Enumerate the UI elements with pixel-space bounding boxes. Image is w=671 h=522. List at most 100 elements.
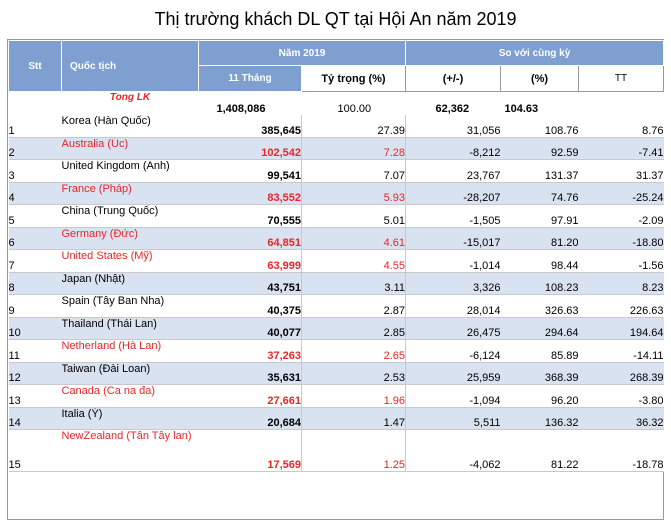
row-pct: 108.76	[500, 114, 579, 138]
row-tt: 8.23	[578, 272, 664, 295]
row-stt: 13	[8, 384, 62, 408]
row-pct: 85.89	[500, 339, 579, 363]
row-pct: 98.44	[500, 249, 579, 273]
total-diff: 62,362	[405, 91, 501, 115]
row-diff: -15,017	[405, 227, 501, 250]
row-stt: 11	[8, 339, 62, 363]
row-stt: 5	[8, 204, 62, 228]
row-months: 83,552	[198, 182, 302, 205]
total-stt	[8, 91, 62, 115]
row-share: 7.28	[301, 137, 407, 160]
row-diff: -8,212	[405, 137, 501, 160]
row-nationality: Australia (Úc)	[61, 137, 199, 160]
row-tt: -1.56	[578, 249, 664, 273]
total-tt	[578, 91, 664, 115]
header-year-group: Năm 2019	[197, 40, 407, 66]
row-months: 64,851	[198, 227, 302, 250]
row-share: 5.01	[301, 204, 407, 228]
table-row: 5 China (Trung Quốc) 70,555 5.01 -1,505 97.91…	[8, 204, 664, 228]
row-stt: 2	[8, 137, 62, 160]
row-stt: 14	[8, 407, 62, 430]
table-row: 3 United Kingdom (Anh) 99,541 7.07 23,767 131…	[8, 159, 664, 183]
row-share: 1.47	[301, 407, 407, 430]
row-pct: 368.39	[500, 362, 579, 385]
row-months: 17,569	[198, 429, 302, 472]
row-nationality: United States (Mỹ)	[61, 249, 199, 273]
row-months: 37,263	[198, 339, 302, 363]
row-stt: 1	[8, 114, 62, 138]
row-pct: 294.64	[500, 317, 579, 340]
row-diff: 26,475	[405, 317, 501, 340]
table-row: 1 Korea (Hàn Quốc) 385,645 27.39 31,056 108.7…	[8, 114, 664, 138]
header-share: Tỷ trọng (%)	[300, 65, 407, 92]
row-tt: -25.24	[578, 182, 664, 205]
row-stt: 6	[8, 227, 62, 250]
table-row: 10 Thailand (Thái Lan) 40,077 2.85 26,475 294…	[8, 317, 664, 340]
total-pct: 104.63	[500, 91, 579, 115]
row-tt: -3.80	[578, 384, 664, 408]
row-pct: 97.91	[500, 204, 579, 228]
row-nationality: United Kingdom (Anh)	[61, 159, 199, 183]
row-diff: 28,014	[405, 294, 501, 318]
table-row: 4 France (Pháp) 83,552 5.93 -28,207 74.76 -25.…	[8, 182, 664, 205]
row-share: 1.96	[301, 384, 407, 408]
row-share: 2.53	[301, 362, 407, 385]
row-stt: 7	[8, 249, 62, 273]
row-diff: -6,124	[405, 339, 501, 363]
row-tt: -18.80	[578, 227, 664, 250]
row-months: 40,077	[198, 317, 302, 340]
header-diff: (+/-)	[405, 65, 502, 92]
row-diff: -1,014	[405, 249, 501, 273]
row-share: 2.87	[301, 294, 407, 318]
row-pct: 81.20	[500, 227, 579, 250]
row-tt: -14.11	[578, 339, 664, 363]
row-tt: -7.41	[578, 137, 664, 160]
row-nationality: France (Pháp)	[61, 182, 199, 205]
row-tt: 36.32	[578, 407, 664, 430]
table-row: 14 Italia (Ý) 20,684 1.47 5,511 136.32 36.32	[8, 407, 664, 430]
row-pct: 81.22	[500, 429, 579, 472]
table-row: 12 Taiwan (Đài Loan) 35,631 2.53 25,959 368.3…	[8, 362, 664, 385]
row-nationality: Spain (Tây Ban Nha)	[61, 294, 199, 318]
row-nationality: Korea (Hàn Quốc)	[61, 114, 199, 138]
row-months: 35,631	[198, 362, 302, 385]
total-row: Tong LK 1,408,086 100.00 62,362 104.63	[8, 91, 664, 115]
table-row: 13 Canada (Ca na đa) 27,661 1.96 -1,094 96.20…	[8, 384, 664, 408]
row-nationality: Canada (Ca na đa)	[61, 384, 199, 408]
row-months: 27,661	[198, 384, 302, 408]
row-diff: -28,207	[405, 182, 501, 205]
row-diff: -1,505	[405, 204, 501, 228]
row-share: 4.61	[301, 227, 407, 250]
row-tt: 268.39	[578, 362, 664, 385]
row-nationality: Netherland (Hà Lan)	[61, 339, 199, 363]
table-row: 2 Australia (Úc) 102,542 7.28 -8,212 92.59 -7.…	[8, 137, 664, 160]
tourism-market-table: Stt Quốc tịch Năm 2019 So với cùng kỳ 11…	[8, 40, 665, 472]
header-nationality: Quốc tịch	[61, 40, 199, 92]
row-stt: 3	[8, 159, 62, 183]
row-months: 20,684	[198, 407, 302, 430]
row-nationality: Italia (Ý)	[61, 407, 199, 430]
row-months: 102,542	[198, 137, 302, 160]
header-stt: Stt	[8, 40, 62, 92]
header-months: 11 Tháng	[198, 65, 302, 92]
row-pct: 136.32	[500, 407, 579, 430]
row-share: 5.93	[301, 182, 407, 205]
row-share: 3.11	[301, 272, 407, 295]
row-share: 4.55	[301, 249, 407, 273]
row-pct: 131.37	[500, 159, 579, 183]
row-nationality: Thailand (Thái Lan)	[61, 317, 199, 340]
row-diff: 25,959	[405, 362, 501, 385]
row-pct: 96.20	[500, 384, 579, 408]
row-diff: -1,094	[405, 384, 501, 408]
row-stt: 10	[8, 317, 62, 340]
row-share: 7.07	[301, 159, 407, 183]
table-row: 8 Japan (Nhật) 43,751 3.11 3,326 108.23 8.23	[8, 272, 664, 295]
row-diff: 3,326	[405, 272, 501, 295]
header-pct: (%)	[500, 65, 580, 92]
row-tt: 226.63	[578, 294, 664, 318]
header-compare-group: So với cùng kỳ	[405, 40, 665, 66]
row-diff: 5,511	[405, 407, 501, 430]
row-stt: 9	[8, 294, 62, 318]
row-share: 2.85	[301, 317, 407, 340]
row-tt: 194.64	[578, 317, 664, 340]
